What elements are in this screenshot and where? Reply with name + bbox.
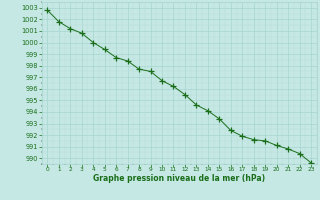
X-axis label: Graphe pression niveau de la mer (hPa): Graphe pression niveau de la mer (hPa) (93, 174, 265, 183)
